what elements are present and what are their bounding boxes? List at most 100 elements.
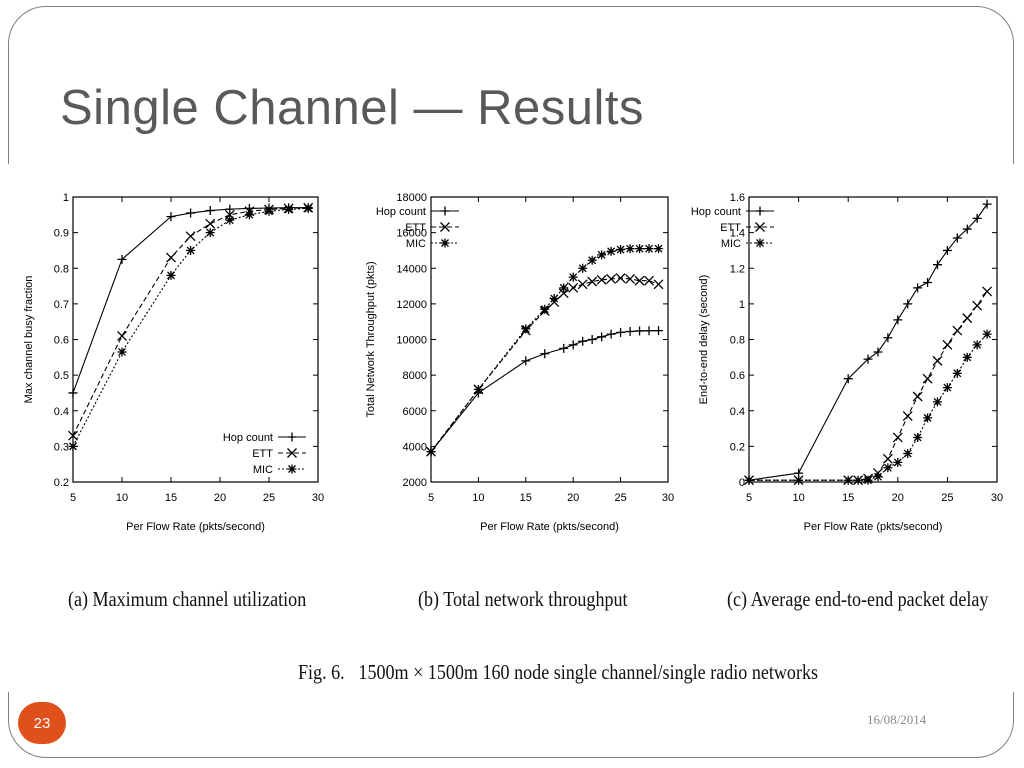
y-tick-label: 6000	[403, 406, 427, 418]
data-point-marker	[559, 343, 569, 353]
data-point-marker	[615, 273, 626, 284]
data-point-marker	[873, 347, 883, 357]
x-axis-label: Per Flow Rate (pkts/second)	[126, 521, 265, 533]
x-tick-label: 5	[428, 492, 434, 504]
data-point-marker	[952, 325, 963, 336]
data-point-marker	[587, 276, 598, 287]
data-point-marker	[559, 283, 569, 293]
legend-label: Hop count	[223, 432, 273, 444]
data-point-marker	[982, 329, 992, 339]
data-point-marker	[982, 286, 993, 297]
legend-marker	[440, 238, 450, 248]
legend-marker	[440, 222, 450, 232]
data-point-marker	[923, 278, 933, 287]
data-point-marker	[568, 272, 578, 282]
x-tick-label: 30	[662, 492, 674, 504]
caption-panel-a: (a) Maximum channel utilization	[68, 587, 307, 611]
data-point-marker	[606, 273, 617, 284]
legend-label: ETT	[252, 448, 273, 460]
data-point-marker	[952, 233, 962, 243]
data-point-marker	[185, 231, 196, 242]
legend-label: MIC	[253, 464, 273, 476]
data-point-marker	[644, 244, 654, 254]
legend-label: Hop count	[691, 206, 741, 218]
x-tick-label: 30	[312, 492, 324, 504]
y-tick-label: 0.4	[54, 406, 69, 418]
page-number-badge: 23	[18, 702, 66, 744]
data-point-marker	[843, 475, 853, 485]
x-tick-label: 25	[263, 492, 275, 504]
legend-marker	[755, 222, 765, 232]
data-point-marker	[68, 441, 78, 451]
caption-panel-b: (b) Total network throughput	[418, 587, 628, 611]
data-point-marker	[843, 374, 853, 384]
data-point-marker	[205, 228, 215, 238]
data-point-marker	[225, 204, 235, 214]
data-point-marker	[540, 304, 550, 314]
x-tick-label: 25	[614, 492, 626, 504]
data-point-marker	[244, 210, 254, 220]
y-tick-label: 1.2	[730, 263, 745, 275]
legend-label: Hop count	[376, 206, 426, 218]
data-point-marker	[625, 244, 635, 254]
data-point-marker	[606, 246, 616, 256]
data-point-marker	[932, 355, 943, 366]
data-point-marker	[892, 432, 903, 443]
y-tick-label: 0.9	[54, 228, 69, 240]
plot-frame	[748, 196, 998, 483]
data-point-marker	[744, 475, 754, 485]
slide-title: Single Channel — Results	[60, 81, 644, 135]
data-point-marker	[166, 270, 176, 280]
data-point-marker	[166, 212, 176, 222]
y-tick-label: 1.6	[730, 192, 745, 204]
x-tick-label: 30	[991, 492, 1003, 504]
data-point-marker	[883, 463, 893, 473]
y-tick-label: 0	[739, 477, 745, 489]
y-tick-label: 12000	[396, 299, 427, 311]
data-point-marker	[635, 326, 645, 336]
data-point-marker	[972, 213, 982, 223]
x-tick-label: 20	[892, 492, 904, 504]
data-point-marker	[521, 324, 531, 334]
y-tick-label: 1	[739, 299, 745, 311]
y-tick-label: 0.8	[54, 263, 69, 275]
data-point-marker	[587, 335, 597, 344]
data-point-marker	[913, 283, 923, 293]
data-point-marker	[568, 340, 578, 350]
data-point-marker	[166, 252, 176, 263]
data-point-marker	[654, 326, 664, 336]
plot-frame	[72, 196, 319, 483]
data-point-marker	[962, 313, 973, 324]
data-point-marker	[473, 384, 483, 394]
data-point-marker	[972, 340, 982, 350]
legend-marker	[287, 432, 297, 442]
data-point-marker	[225, 215, 235, 225]
data-point-marker	[903, 299, 913, 309]
y-tick-label: 8000	[403, 370, 427, 382]
chart-panel-0: 5 10 15 20 25 30 0.2 0.3 0.4 0.5 0.6 0.7 0.8 0.9 1 Per …	[23, 192, 324, 533]
data-point-marker	[903, 449, 913, 458]
x-tick-label: 10	[472, 492, 484, 504]
y-axis-label: End-to-end delay (second)	[698, 275, 710, 405]
data-point-marker	[205, 218, 216, 229]
legend-marker	[440, 206, 450, 216]
y-tick-label: 18000	[396, 192, 427, 204]
series-line-ett	[72, 207, 309, 436]
data-point-marker	[186, 245, 196, 255]
legend-marker	[287, 448, 297, 458]
data-point-marker	[596, 274, 607, 285]
data-point-marker	[426, 447, 436, 457]
data-point-marker	[577, 279, 588, 290]
chart-panel-2: 5 10 15 20 25 30 0 0.2 0.4 0.6 0.8 1 1.2 1.4 1.6 Per Fl…	[691, 192, 1003, 533]
data-point-marker	[68, 388, 78, 398]
data-point-marker	[863, 354, 873, 364]
legend-marker	[755, 238, 765, 248]
data-point-marker	[962, 352, 972, 362]
x-tick-label: 15	[165, 492, 177, 504]
slide-date: 16/08/2014	[867, 712, 927, 727]
data-point-marker	[932, 260, 942, 270]
data-point-marker	[912, 391, 923, 402]
y-tick-label: 16000	[396, 228, 427, 240]
data-point-marker	[540, 349, 550, 359]
data-point-marker	[882, 453, 893, 464]
